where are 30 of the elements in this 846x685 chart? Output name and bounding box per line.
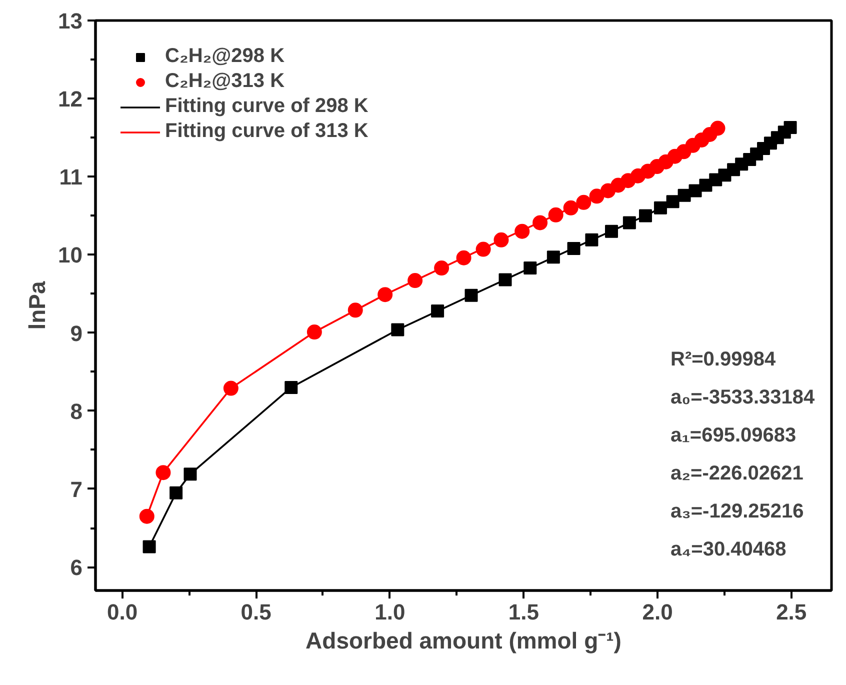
legend-label: Fitting curve of 313 K (165, 120, 368, 143)
x-tick-label: 2.5 (776, 600, 807, 624)
x-tick-label: 0.0 (106, 600, 138, 624)
y-tick-label: 11 (59, 164, 83, 190)
point (784, 120, 797, 134)
annotation: a₁=695.09683 (670, 424, 796, 446)
legend-label: Fitting curve of 298 K (165, 95, 368, 118)
y-tick-label: 13 (58, 8, 83, 34)
x-tick-label: 0.5 (240, 600, 272, 624)
y-tick-label: 9 (70, 320, 83, 346)
point (710, 120, 726, 136)
x-tick-label: 1.0 (374, 600, 406, 624)
annotation: R²=0.99984 (670, 348, 776, 370)
annotation: a₃=-129.25216 (670, 500, 804, 522)
x-tick-label: 2.0 (642, 600, 673, 624)
y-axis-title: lnPa (24, 281, 50, 330)
annotation: a₂=-226.02621 (670, 462, 804, 484)
y-tick-label: 7 (70, 476, 83, 502)
legend-label: C₂H₂@298 K (165, 45, 285, 68)
y-tick-label: 8 (70, 398, 83, 424)
legend-label: C₂H₂@313 K (165, 70, 285, 93)
point (139, 508, 154, 524)
y-tick-label: 10 (58, 242, 83, 268)
annotation: a₄=30.40468 (670, 538, 786, 560)
y-tick-label: 12 (58, 86, 83, 112)
x-tick-label: 1.5 (508, 600, 540, 624)
x-axis-title: Adsorbed amount (mmol g⁻¹) (306, 628, 622, 654)
annotation: a₀=-3533.33184 (670, 386, 816, 408)
y-tick-label: 6 (70, 555, 83, 580)
point (142, 540, 156, 554)
